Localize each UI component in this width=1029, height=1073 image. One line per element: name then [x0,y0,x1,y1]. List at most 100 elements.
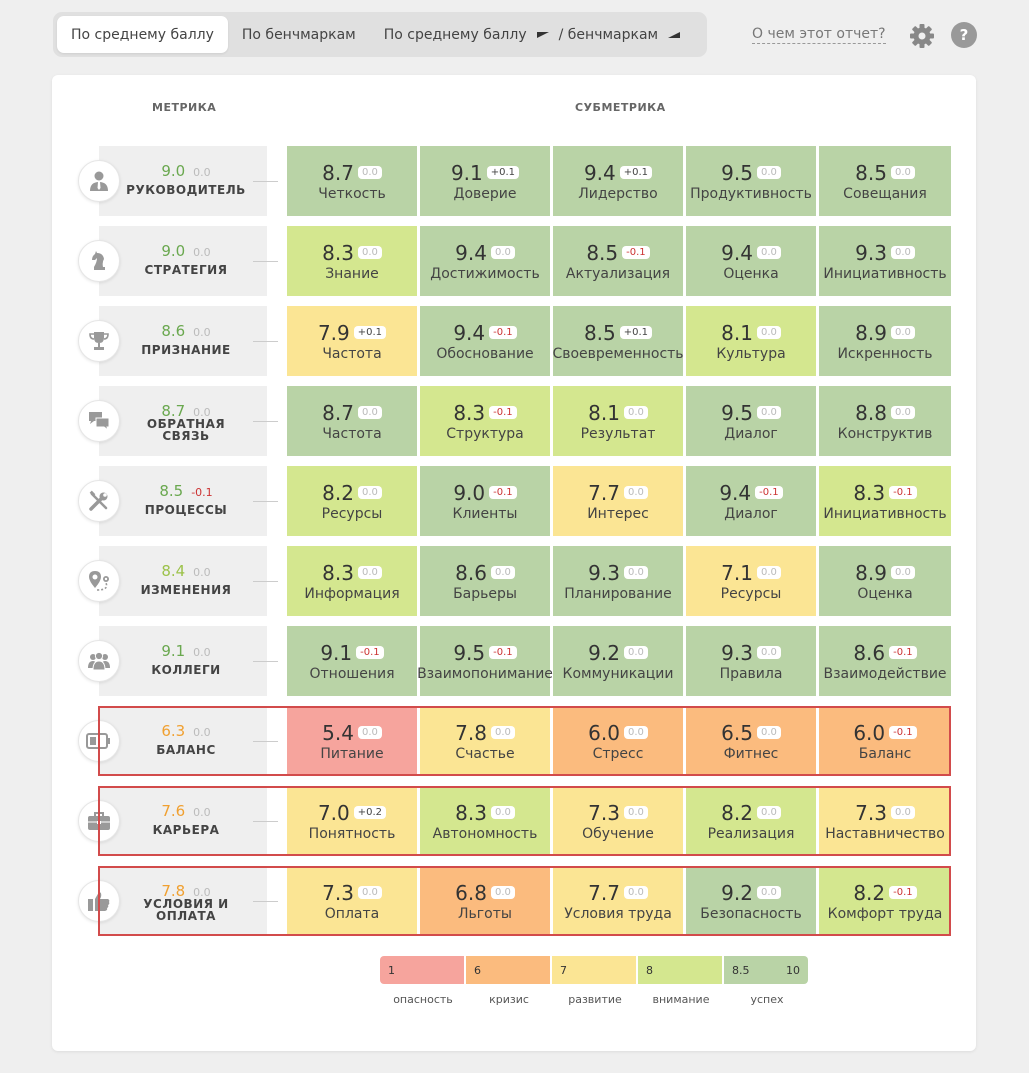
submetric-delta-badge: 0.0 [490,806,515,819]
submetric-cell[interactable]: 9.2 0.0 Безопасность [686,866,816,936]
submetric-cell[interactable]: 8.3 0.0 Информация [287,546,417,616]
metric-label-box[interactable]: 6.3 0.0 БАЛАНС [99,706,278,776]
metric-label-box[interactable]: 8.4 0.0 ИЗМЕНЕНИЯ [99,546,278,616]
submetric-cell[interactable]: 9.5 0.0 Продуктивность [686,146,816,216]
submetric-cell[interactable]: 9.4 0.0 Оценка [686,226,816,296]
metric-name: КОЛЛЕГИ [151,663,221,677]
submetric-cell[interactable]: 9.2 0.0 Коммуникации [553,626,683,696]
submetric-cell[interactable]: 5.4 0.0 Питание [287,706,417,776]
submetric-cell[interactable]: 7.8 0.0 Счастье [420,706,550,776]
metric-score: 7.6 0.0 [121,802,251,820]
legend-label: кризис [489,993,529,1006]
submetric-delta-badge: 0.0 [490,886,515,899]
submetric-delta-badge: 0.0 [357,246,382,259]
submetric-cell[interactable]: 9.4 -0.1 Обоснование [420,306,550,376]
submetric-cell[interactable]: 9.3 0.0 Инициативность [819,226,951,296]
submetric-name: Коммуникации [562,665,674,682]
submetric-value: 8.6 [455,560,487,585]
submetric-cell[interactable]: 8.5 -0.1 Актуализация [553,226,683,296]
submetric-cell[interactable]: 8.6 0.0 Барьеры [420,546,550,616]
submetric-delta-badge: 0.0 [756,406,781,419]
submetric-cell[interactable]: 8.2 0.0 Ресурсы [287,466,417,536]
metric-label-box[interactable]: 9.0 0.0 РУКОВОДИТЕЛЬ [99,146,278,216]
submetric-value: 9.4 [453,320,486,345]
submetric-name: Взаимопонимание [417,665,553,682]
submetric-cell[interactable]: 8.9 0.0 Искренность [819,306,951,376]
submetric-cell[interactable]: 8.1 0.0 Культура [686,306,816,376]
submetric-cell[interactable]: 8.5 0.0 Совещания [819,146,951,216]
submetric-name: Стресс [592,745,644,762]
metric-score-delta: 0.0 [193,566,211,579]
metric-name-line2: СВЯЗЬ [162,429,210,443]
submetric-delta-badge: 0.0 [890,166,915,179]
submetric-name: Взаимодействие [823,665,947,682]
submetric-cell[interactable]: 8.6 -0.1 Взаимодействие [819,626,951,696]
metric-name: УСЛОВИЯ И [143,897,229,911]
metric-label-box[interactable]: 8.5 -0.1 ПРОЦЕССЫ [99,466,278,536]
submetric-score: 8.6 0.0 [455,561,515,585]
help-icon[interactable]: ? [951,22,977,48]
metric-label-box[interactable]: 7.6 0.0 КАРЬЕРА [99,786,278,856]
submetric-cell[interactable]: 9.5 0.0 Диалог [686,386,816,456]
submetric-cell[interactable]: 8.3 0.0 Знание [287,226,417,296]
metric-label-box[interactable]: 9.0 0.0 СТРАТЕГИЯ [99,226,278,296]
submetric-cell[interactable]: 9.4 -0.1 Диалог [686,466,816,536]
submetric-score: 8.5 -0.1 [586,241,650,265]
metric-row: 7.6 0.0 КАРЬЕРА 7.0 +0.2 Понятность 8.3 0.0 Авто… [78,786,951,856]
submetric-cell[interactable]: 9.5 -0.1 Взаимопонимание [417,626,553,696]
submetric-cell[interactable]: 7.0 +0.2 Понятность [287,786,417,856]
submetric-cell[interactable]: 6.8 0.0 Льготы [420,866,550,936]
metric-label-box[interactable]: 7.8 0.0 УСЛОВИЯ И ОПЛАТА [99,866,278,936]
submetric-cell[interactable]: 6.0 0.0 Стресс [553,706,683,776]
submetric-value: 9.1 [450,160,483,185]
submetric-cell[interactable]: 8.2 0.0 Реализация [686,786,816,856]
submetric-cell[interactable]: 9.1 +0.1 Доверие [420,146,550,216]
submetric-cell[interactable]: 8.1 0.0 Результат [553,386,683,456]
metric-score: 8.4 0.0 [121,562,251,580]
submetric-score: 6.5 0.0 [721,721,781,745]
submetric-cell[interactable]: 7.9 +0.1 Частота [287,306,417,376]
submetric-cell[interactable]: 8.3 0.0 Автономность [420,786,550,856]
metric-label-box[interactable]: 8.7 0.0 ОБРАТНАЯ СВЯЗЬ [99,386,278,456]
metric-label-box[interactable]: 8.6 0.0 ПРИЗНАНИЕ [99,306,278,376]
gear-icon[interactable] [908,22,936,50]
metric-label-box[interactable]: 9.1 0.0 КОЛЛЕГИ [99,626,278,696]
submetric-cell[interactable]: 9.3 0.0 Планирование [553,546,683,616]
submetric-cell[interactable]: 7.7 0.0 Интерес [553,466,683,536]
submetric-cell[interactable]: 8.2 -0.1 Комфорт труда [819,866,951,936]
submetric-score: 8.2 0.0 [322,481,382,505]
submetric-cell[interactable]: 9.4 +0.1 Лидерство [553,146,683,216]
submetric-score: 7.3 0.0 [322,881,382,905]
submetric-cell[interactable]: 8.7 0.0 Четкость [287,146,417,216]
submetric-cell[interactable]: 7.3 0.0 Наставничество [819,786,951,856]
connector-line [253,421,278,422]
metric-score-delta: 0.0 [193,646,211,659]
submetric-cell[interactable]: 7.3 0.0 Обучение [553,786,683,856]
submetric-cell[interactable]: 8.3 -0.1 Структура [420,386,550,456]
submetric-value: 8.2 [322,480,354,505]
submetric-cell[interactable]: 8.5 +0.1 Своевременность [552,306,684,376]
submetric-cell[interactable]: 8.8 0.0 Конструктив [819,386,951,456]
submetric-cell[interactable]: 6.5 0.0 Фитнес [686,706,816,776]
submetric-cell[interactable]: 9.4 0.0 Достижимость [420,226,550,296]
submetric-cell[interactable]: 8.3 -0.1 Инициативность [819,466,951,536]
submetric-cell[interactable]: 8.7 0.0 Частота [287,386,417,456]
submetric-cell[interactable]: 8.9 0.0 Оценка [819,546,951,616]
about-report-link[interactable]: О чем этот отчет? [752,26,886,44]
submetric-cell[interactable]: 7.1 0.0 Ресурсы [686,546,816,616]
tab-label: По бенчмаркам [241,26,356,43]
submetric-cell[interactable]: 9.0 -0.1 Клиенты [420,466,550,536]
submetric-cell[interactable]: 9.3 0.0 Правила [686,626,816,696]
submetric-delta-badge: 0.0 [890,406,915,419]
report-card: МЕТРИКА СУБМЕТРИКА 9.0 0.0 РУКОВОДИТЕЛЬ 8.7… [52,75,976,1051]
tab-average-vs-benchmarks[interactable]: По среднему баллу / бенчмаркам [370,16,704,53]
submetric-cell[interactable]: 7.7 0.0 Условия труда [553,866,683,936]
tab-label: По среднему баллу [383,26,527,43]
submetric-cell[interactable]: 6.0 -0.1 Баланс [819,706,951,776]
submetric-cell[interactable]: 7.3 0.0 Оплата [287,866,417,936]
submetric-score: 8.9 0.0 [855,321,915,345]
tab-by-average[interactable]: По среднему баллу [57,16,228,53]
tab-by-benchmarks[interactable]: По бенчмаркам [228,16,370,53]
submetric-cell[interactable]: 9.1 -0.1 Отношения [287,626,417,696]
view-mode-tabs: По среднему баллу По бенчмаркам По средн… [53,12,707,57]
